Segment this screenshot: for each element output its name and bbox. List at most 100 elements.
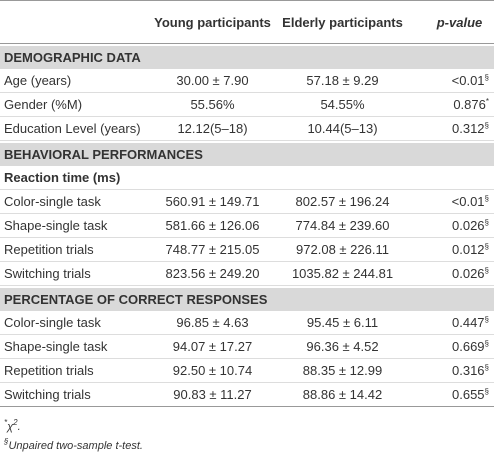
row-label: Education Level (years)	[4, 121, 141, 136]
p-note: §	[484, 194, 489, 203]
p-note: §	[484, 339, 489, 348]
data-row: Shape-single task 94.07 ± 17.27 96.36 ± 4.…	[0, 335, 494, 359]
p-cell: 0.316§	[410, 363, 494, 378]
elderly-cell: 774.84 ± 239.60	[295, 218, 390, 233]
p-value: 0.669	[452, 339, 485, 354]
column-header: p-value	[436, 14, 483, 30]
p-note: §	[484, 363, 489, 372]
p-note: §	[484, 315, 489, 324]
data-row: Age (years) 30.00 ± 7.90 57.18 ± 9.29 <0.01…	[0, 69, 494, 93]
row-label: Switching trials	[4, 266, 91, 281]
section-row: DEMOGRAPHIC DATA	[0, 46, 494, 69]
p-cell: 0.026§	[410, 266, 494, 281]
young-cell: 560.91 ± 149.71	[165, 194, 260, 209]
section-title: DEMOGRAPHIC DATA	[4, 50, 141, 65]
p-cell: 0.012§	[410, 242, 494, 257]
p-value: 0.655	[452, 387, 485, 402]
footnote-mark: *	[4, 418, 8, 427]
section-title: BEHAVIORAL PERFORMANCES	[4, 147, 203, 162]
p-note: §	[484, 73, 489, 82]
p-cell: 0.026§	[410, 218, 494, 233]
footnote-text: Unpaired two-sample t-test.	[8, 440, 143, 452]
young-cell: 12.12(5–18)	[177, 121, 248, 136]
footnote-power: 2	[13, 418, 18, 427]
p-note: §	[484, 218, 489, 227]
elderly-cell: 802.57 ± 196.24	[295, 194, 390, 209]
data-row: Switching trials 823.56 ± 249.20 1035.82 ±…	[0, 262, 494, 286]
row-label: Shape-single task	[4, 218, 108, 233]
young-cell: 94.07 ± 17.27	[172, 339, 253, 354]
p-value: 0.316	[452, 363, 485, 378]
footnote-end: .	[17, 421, 21, 433]
p-note: §	[484, 242, 489, 251]
p-cell: 0.669§	[410, 339, 494, 354]
elderly-cell: 95.45 ± 6.11	[306, 315, 379, 330]
p-value: 0.312	[452, 121, 485, 136]
p-note: §	[484, 266, 489, 275]
header-row: Young participants Elderly participants …	[0, 0, 494, 44]
footnotes: *χ2. §Unpaired two-sample t-test.	[0, 407, 494, 452]
row-label: Shape-single task	[4, 339, 108, 354]
p-value: 0.026	[452, 218, 485, 233]
column-header: Young participants	[154, 14, 271, 30]
p-note: *	[485, 97, 489, 106]
footnote: §Unpaired two-sample t-test.	[0, 432, 494, 452]
data-row: Education Level (years) 12.12(5–18) 10.44(…	[0, 117, 494, 141]
young-cell: 90.83 ± 11.27	[173, 387, 252, 402]
row-label: Repetition trials	[4, 363, 94, 378]
elderly-cell: 57.18 ± 9.29	[306, 73, 379, 88]
elderly-cell: 96.36 ± 4.52	[306, 339, 379, 354]
p-value: 0.876	[453, 97, 486, 112]
footnote: *χ2.	[0, 413, 494, 433]
young-cell: 55.56%	[190, 97, 235, 112]
young-cell: 30.00 ± 7.90	[176, 73, 249, 88]
section-row: BEHAVIORAL PERFORMANCES	[0, 143, 494, 166]
row-label: Color-single task	[4, 315, 101, 330]
row-label: Gender (%M)	[4, 97, 83, 112]
p-note: §	[484, 121, 489, 130]
footnote-mark: §	[4, 437, 9, 446]
young-cell: 92.50 ± 10.74	[172, 363, 253, 378]
p-cell: <0.01§	[410, 73, 494, 88]
section-row: PERCENTAGE OF CORRECT RESPONSES	[0, 288, 494, 311]
subsection-row: Reaction time (ms)	[0, 166, 494, 190]
column-header: Elderly participants	[282, 14, 403, 30]
row-label: Age (years)	[4, 73, 72, 88]
p-value: 0.447	[452, 315, 485, 330]
p-value: 0.012	[452, 242, 485, 257]
p-cell: 0.655§	[410, 387, 494, 402]
row-label: Switching trials	[4, 387, 91, 402]
elderly-cell: 972.08 ± 226.11	[296, 242, 389, 257]
footnote-symbol: χ	[7, 421, 14, 433]
row-label: Repetition trials	[4, 242, 94, 257]
p-note: §	[484, 387, 489, 396]
row-label: Color-single task	[4, 194, 101, 209]
p-cell: <0.01§	[410, 194, 494, 209]
young-cell: 823.56 ± 249.20	[165, 266, 260, 281]
young-cell: 581.66 ± 126.06	[165, 218, 260, 233]
data-row: Color-single task 96.85 ± 4.63 95.45 ± 6.1…	[0, 311, 494, 335]
p-value: 0.026	[452, 266, 485, 281]
elderly-cell: 10.44(5–13)	[307, 121, 378, 136]
data-row: Repetition trials 748.77 ± 215.05 972.08 ±…	[0, 238, 494, 262]
elderly-cell: 54.55%	[320, 97, 365, 112]
data-row: Color-single task 560.91 ± 149.71 802.57 ±…	[0, 190, 494, 214]
p-value: <0.01	[451, 194, 485, 209]
data-row: Repetition trials 92.50 ± 10.74 88.35 ± 12…	[0, 359, 494, 383]
young-cell: 96.85 ± 4.63	[176, 315, 249, 330]
section-title: PERCENTAGE OF CORRECT RESPONSES	[4, 292, 268, 307]
p-cell: 0.447§	[410, 315, 494, 330]
elderly-cell: 88.35 ± 12.99	[302, 363, 383, 378]
p-value: <0.01	[451, 73, 485, 88]
data-row: Gender (%M) 55.56% 54.55% 0.876*	[0, 93, 494, 117]
table-body: DEMOGRAPHIC DATA Age (years) 30.00 ± 7.90 5…	[0, 46, 494, 407]
data-row: Switching trials 90.83 ± 11.27 88.86 ± 14.…	[0, 383, 494, 407]
p-cell: 0.876*	[410, 97, 494, 112]
elderly-cell: 88.86 ± 14.42	[302, 387, 383, 402]
subsection-title: Reaction time (ms)	[4, 170, 121, 185]
data-row: Shape-single task 581.66 ± 126.06 774.84 ±…	[0, 214, 494, 238]
elderly-cell: 1035.82 ± 244.81	[291, 266, 394, 281]
young-cell: 748.77 ± 215.05	[165, 242, 260, 257]
p-cell: 0.312§	[410, 121, 494, 136]
